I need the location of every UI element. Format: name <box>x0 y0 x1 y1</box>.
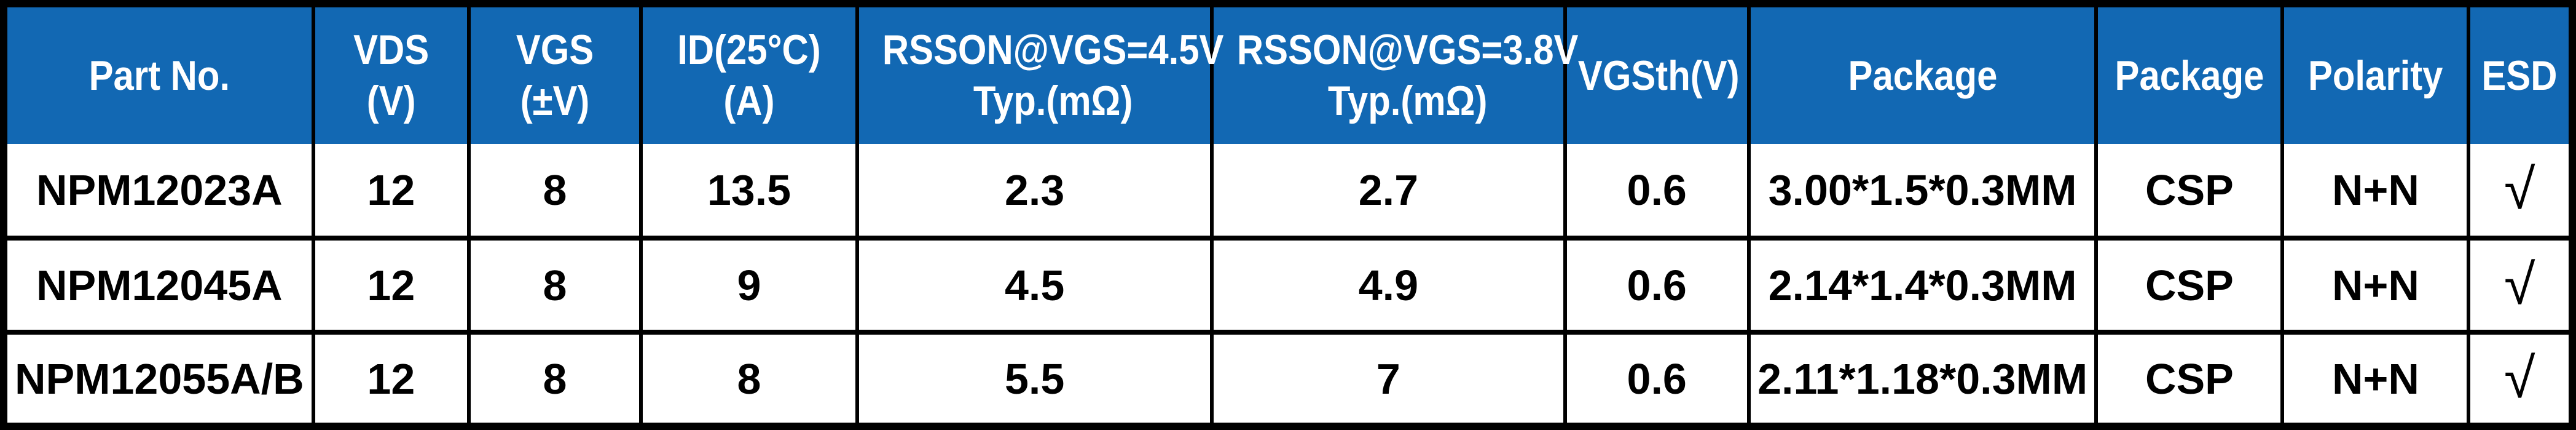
cell-id: 9 <box>641 236 859 332</box>
header-package-type: Package <box>2096 4 2285 144</box>
header-esd-label: ESD <box>2481 52 2558 99</box>
header-vgs-label: VGS (±V) <box>516 26 594 124</box>
cell-vgsth: 0.6 <box>1565 330 1751 426</box>
cell-rsson-3v8: 2.7 <box>1212 144 1567 238</box>
cell-vgsth: 0.6 <box>1565 144 1751 238</box>
cell-package-size: 3.00*1.5*0.3MM <box>1748 144 2099 238</box>
header-rsson-4v5-label: RSSON@VGS=4.5V Typ.(mΩ) <box>882 26 1224 124</box>
header-rsson-3v8-label: RSSON@VGS=3.8V Typ.(mΩ) <box>1237 26 1579 124</box>
cell-rsson-4v5: 5.5 <box>857 330 1214 426</box>
header-package-type-label: Package <box>2115 52 2264 99</box>
cell-vgs: 8 <box>468 144 643 238</box>
cell-esd-checkmark: √ <box>2468 330 2572 426</box>
cell-package-type: CSP <box>2096 144 2285 238</box>
table-row: NPM12023A 12 8 13.5 2.3 2.7 0.6 3.00*1.5… <box>4 144 2572 238</box>
header-vds: VDS (V) <box>313 4 471 144</box>
cell-package-size: 2.11*1.18*0.3MM <box>1748 330 2099 426</box>
cell-rsson-3v8: 7 <box>1212 330 1567 426</box>
cell-vgsth: 0.6 <box>1565 236 1751 332</box>
cell-package-type: CSP <box>2096 236 2285 332</box>
header-polarity: Polarity <box>2282 4 2471 144</box>
cell-polarity: N+N <box>2282 236 2471 332</box>
cell-vgs: 8 <box>468 330 643 426</box>
cell-part-no: NPM12023A <box>4 144 315 238</box>
cell-vds: 12 <box>313 330 471 426</box>
cell-vds: 12 <box>313 144 471 238</box>
cell-esd-checkmark: √ <box>2468 236 2572 332</box>
header-part-no: Part No. <box>4 4 315 144</box>
header-id-label: ID(25°C) (A) <box>677 26 821 124</box>
header-vgs: VGS (±V) <box>468 4 643 144</box>
header-package-size-label: Package <box>1848 52 1998 99</box>
header-id: ID(25°C) (A) <box>641 4 859 144</box>
cell-part-no: NPM12055A/B <box>4 330 315 426</box>
cell-vds: 12 <box>313 236 471 332</box>
header-polarity-label: Polarity <box>2308 52 2443 99</box>
cell-id: 8 <box>641 330 859 426</box>
header-rsson-3v8: RSSON@VGS=3.8V Typ.(mΩ) <box>1212 4 1579 144</box>
cell-vgs: 8 <box>468 236 643 332</box>
header-package-size: Package <box>1748 4 2099 144</box>
cell-polarity: N+N <box>2282 330 2471 426</box>
cell-rsson-3v8: 4.9 <box>1212 236 1567 332</box>
cell-rsson-4v5: 4.5 <box>857 236 1214 332</box>
table-row: NPM12055A/B 12 8 8 5.5 7 0.6 2.11*1.18*0… <box>4 330 2572 426</box>
cell-package-size: 2.14*1.4*0.3MM <box>1748 236 2099 332</box>
header-rsson-4v5: RSSON@VGS=4.5V Typ.(mΩ) <box>857 4 1223 144</box>
header-esd: ESD <box>2468 4 2572 144</box>
header-vgsth: VGSth(V) <box>1565 4 1751 144</box>
cell-package-type: CSP <box>2096 330 2285 426</box>
cell-id: 13.5 <box>641 144 859 238</box>
header-vgsth-label: VGSth(V) <box>1577 52 1740 99</box>
table-row: NPM12045A 12 8 9 4.5 4.9 0.6 2.14*1.4*0.… <box>4 236 2572 332</box>
header-vds-label: VDS (V) <box>353 26 429 124</box>
cell-polarity: N+N <box>2282 144 2471 238</box>
cell-esd-checkmark: √ <box>2503 158 2535 221</box>
header-part-no-label: Part No. <box>88 52 230 99</box>
header-row: Part No. VDS (V) VGS (±V) ID(25°C) (A) R… <box>4 4 2572 144</box>
cell-rsson-4v5: 2.3 <box>857 144 1214 238</box>
cell-part-no: NPM12045A <box>4 236 315 332</box>
